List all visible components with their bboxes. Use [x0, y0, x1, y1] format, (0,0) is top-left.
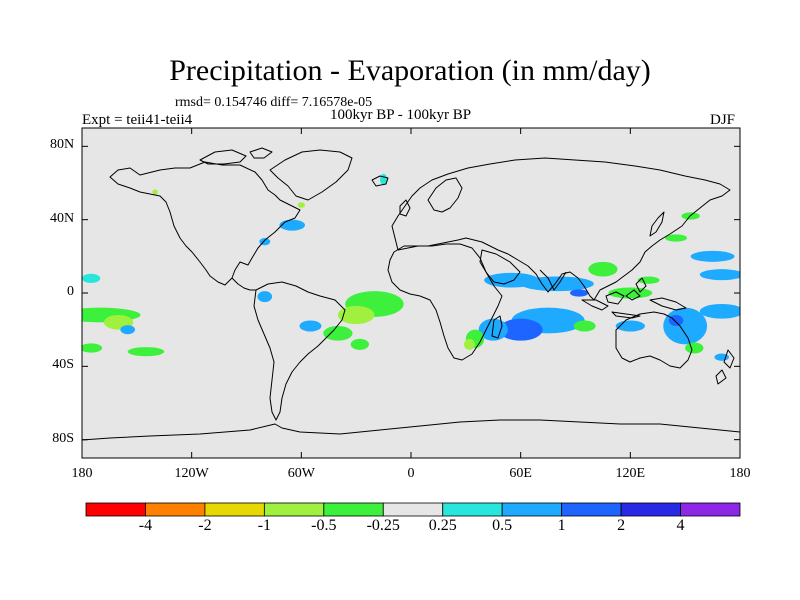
- lon-label-5: 120E: [615, 466, 646, 481]
- coastline-africa: [387, 243, 503, 361]
- anomaly-patch-38: [637, 276, 660, 284]
- lon-ticks: [81, 128, 741, 458]
- coastline-madagascar: [491, 315, 503, 339]
- colorbar-box-10: [680, 502, 741, 517]
- stats-text: rmsd= 0.154746 diff= 7.16578e-05: [175, 95, 373, 110]
- lon-label-6: 180: [729, 466, 751, 481]
- lat-ticks: [82, 145, 740, 441]
- anomaly-patch-1: [337, 305, 375, 325]
- lat-label-2: 0: [67, 284, 74, 299]
- lon-label-3: 0: [407, 466, 415, 481]
- colorbar-label-6: 0.5: [492, 517, 513, 534]
- colorbar-label-4: -0.25: [366, 517, 400, 534]
- anomaly-patch-18: [520, 276, 594, 292]
- colorbar: [85, 502, 741, 517]
- coastline-iceland: [371, 175, 389, 187]
- coastline-north-america: [109, 161, 301, 286]
- anomaly-patch-5: [257, 291, 273, 303]
- experiment-label: Expt = teii41-teii4: [82, 112, 193, 128]
- colorbar-box-7: [501, 502, 563, 517]
- coastline-indonesia: [581, 277, 647, 319]
- anomaly-patch-8: [120, 325, 136, 335]
- lat-label-1: 40N: [50, 210, 75, 226]
- season-label: DJF: [710, 112, 736, 128]
- anomaly-patch-2: [323, 326, 353, 341]
- colorbar-label-7: 1: [557, 517, 566, 534]
- colorbar-box-8: [561, 502, 622, 517]
- anomaly-patch-31: [685, 342, 704, 354]
- lat-label-4: 80S: [52, 430, 74, 446]
- anomaly-patch-33: [699, 269, 740, 281]
- colorbar-box-2: [204, 502, 265, 517]
- colorbar-label-2: -1: [257, 517, 272, 534]
- coastline-antarctica: [82, 419, 740, 441]
- colorbar-label-5: 0.25: [428, 517, 457, 534]
- anomaly-patch-12: [279, 219, 305, 231]
- colorbar-label-1: -2: [198, 517, 212, 534]
- coastlines: [82, 147, 740, 441]
- colorbar-box-6: [442, 502, 503, 517]
- anomaly-patch-10: [127, 347, 165, 357]
- coastline-japan: [649, 211, 665, 237]
- anomaly-patch-14: [297, 202, 305, 208]
- coastline-new-guinea: [649, 297, 687, 311]
- lat-label-0: 80N: [50, 137, 75, 153]
- anomaly-patch-4: [350, 338, 369, 350]
- anomaly-patch-26: [588, 261, 618, 277]
- coastline-british-isles: [399, 199, 411, 217]
- coastline-australia: [615, 311, 693, 369]
- anomaly-patch-15: [152, 189, 158, 195]
- coastline-scandinavia: [427, 177, 463, 213]
- lon-label-2: 60W: [287, 466, 315, 481]
- coastline-eurasia: [391, 157, 731, 301]
- colorbar-label-0: -4: [138, 517, 153, 534]
- colorbar-label-3: -0.5: [311, 517, 337, 534]
- coastline-south-america: [253, 281, 346, 421]
- lon-label-4: 60E: [509, 466, 532, 481]
- anomaly-patch-20: [498, 318, 543, 341]
- anomaly-patch-27: [570, 289, 589, 297]
- colorbar-box-5: [382, 502, 444, 517]
- anomaly-patch-3: [299, 320, 322, 332]
- colorbar-label-8: 2: [617, 517, 626, 534]
- lat-label-3: 40S: [52, 357, 74, 373]
- coastline-india: [539, 269, 567, 291]
- colorbar-label-9: 4: [676, 517, 685, 534]
- anomaly-patch-34: [699, 304, 740, 319]
- anomaly-patch-24: [573, 320, 596, 332]
- lon-label-1: 120W: [174, 466, 209, 481]
- colorbar-box-0: [85, 502, 146, 517]
- anomaly-patch-9: [82, 343, 103, 353]
- anomaly-patch-32: [690, 250, 735, 262]
- colorbar-box-3: [263, 502, 325, 517]
- colorbar-box-4: [323, 502, 384, 517]
- anomaly-patch-35: [665, 234, 687, 242]
- period-subtitle: 100kyr BP - 100kyr BP: [330, 107, 472, 123]
- colorbar-box-9: [620, 502, 681, 517]
- coastline-arctic-islands: [199, 147, 273, 165]
- coastline-arabia: [479, 249, 521, 285]
- lon-label-0: 180: [71, 466, 93, 481]
- colorbar-box-1: [145, 502, 206, 517]
- coastline-new-zealand: [715, 349, 735, 385]
- anomaly-patch-11: [82, 273, 101, 283]
- anomaly-patch-23: [464, 338, 475, 350]
- anomaly-patch-30: [668, 315, 684, 326]
- chart-title: Precipitation - Evaporation (in mm/day): [169, 54, 651, 87]
- coastline-central-america: [231, 277, 256, 291]
- coastline-greenland: [269, 149, 353, 201]
